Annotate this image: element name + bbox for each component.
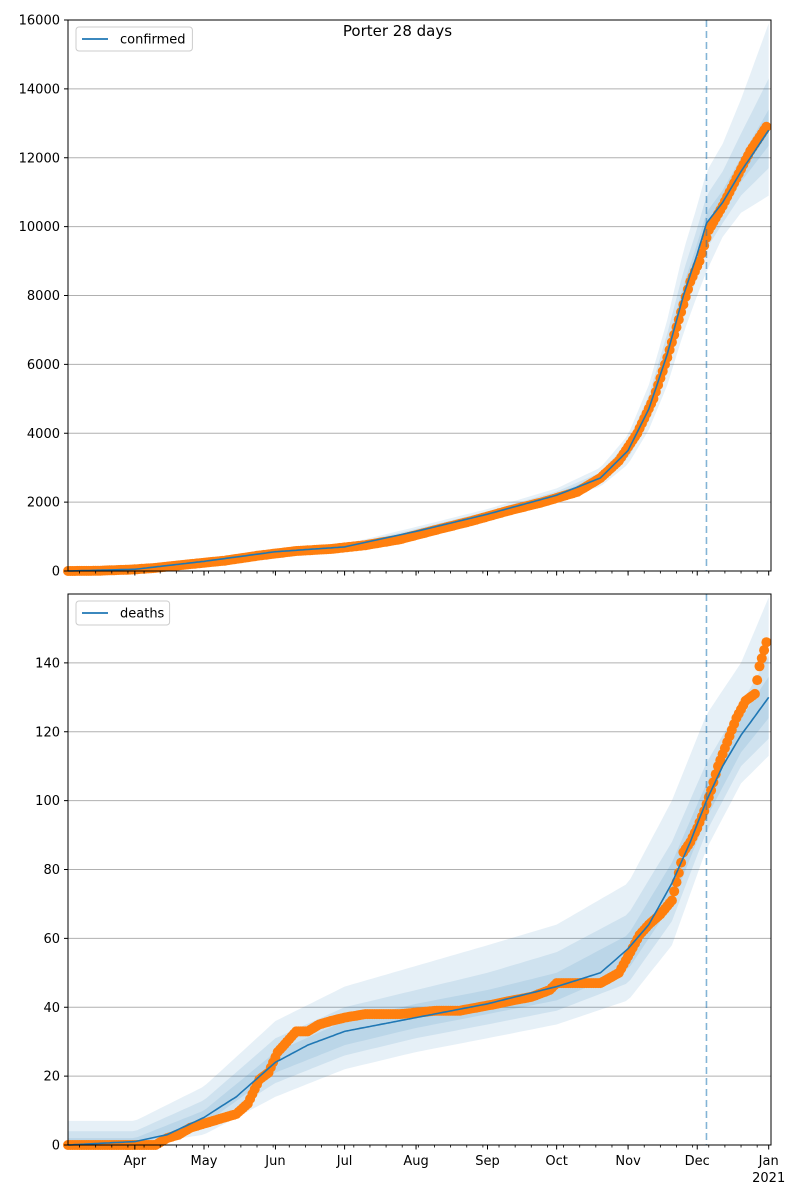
y-tick-label: 14000 bbox=[19, 82, 60, 97]
x-tick-label: Oct bbox=[545, 1154, 567, 1169]
legend-label: deaths bbox=[120, 607, 165, 622]
observed-point bbox=[752, 675, 763, 686]
x-tick-label: Apr bbox=[124, 1154, 147, 1169]
y-tick-label: 8000 bbox=[27, 289, 60, 304]
observed-point bbox=[666, 895, 677, 906]
chart-title: Porter 28 days bbox=[343, 22, 452, 40]
x-tick-label: Jul bbox=[336, 1154, 353, 1169]
deaths-panel: 0 20 40 60 80 100 120 140 Apr May Jun Jul Aug Sep Oct N… bbox=[35, 593, 785, 1186]
x-tick-label: May bbox=[191, 1154, 218, 1169]
model-line bbox=[67, 129, 770, 572]
y-tick-label: 0 bbox=[52, 565, 60, 580]
x-tick-sublabel: 2021 bbox=[752, 1171, 785, 1186]
observed-point bbox=[749, 688, 760, 699]
observed-point bbox=[673, 867, 684, 878]
uncertainty-band bbox=[68, 78, 769, 571]
x-tick-label: Nov bbox=[615, 1154, 641, 1169]
y-tick-label: 0 bbox=[52, 1139, 60, 1154]
confirmed-panel: 0 2000 4000 6000 8000 10000 12000 14000 16000 Por… bbox=[19, 14, 772, 580]
observed-points bbox=[63, 637, 772, 1150]
y-tick-label: 80 bbox=[43, 863, 60, 878]
observed-point bbox=[754, 661, 765, 672]
observed-point bbox=[759, 645, 770, 656]
observed-point bbox=[761, 121, 772, 132]
y-tick-label: 40 bbox=[43, 1001, 60, 1016]
x-tick-label: Jan bbox=[758, 1154, 779, 1169]
x-tick-label: Sep bbox=[475, 1154, 500, 1169]
legend-label: confirmed bbox=[120, 33, 186, 48]
legend: deaths bbox=[75, 600, 171, 626]
legend-box bbox=[75, 26, 193, 52]
x-tick-label: Dec bbox=[685, 1154, 710, 1169]
y-tick-label: 60 bbox=[43, 932, 60, 947]
observed-point bbox=[696, 248, 707, 259]
y-tick-label: 140 bbox=[35, 656, 60, 671]
y-tick-label: 4000 bbox=[27, 427, 60, 442]
uncertainty-band bbox=[68, 597, 769, 1145]
y-tick-label: 120 bbox=[35, 725, 60, 740]
y-tick-label: 6000 bbox=[27, 358, 60, 373]
observed-point bbox=[701, 232, 712, 243]
x-tick-label: Aug bbox=[403, 1154, 428, 1169]
observed-point bbox=[761, 637, 772, 648]
y-tick-label: 16000 bbox=[19, 14, 60, 29]
legend-box bbox=[75, 600, 171, 626]
x-tick-label: Jun bbox=[264, 1154, 285, 1169]
observed-point bbox=[694, 256, 705, 267]
y-tick-label: 12000 bbox=[19, 151, 60, 166]
observed-point bbox=[669, 886, 680, 897]
y-tick-label: 100 bbox=[35, 794, 60, 809]
uncertainty-band bbox=[68, 23, 769, 571]
legend: confirmed bbox=[75, 26, 193, 52]
observed-points bbox=[63, 121, 772, 576]
observed-point bbox=[756, 653, 767, 664]
y-tick-label: 20 bbox=[43, 1070, 60, 1085]
y-tick-label: 2000 bbox=[27, 496, 60, 511]
y-tick-label: 10000 bbox=[19, 220, 60, 235]
model-line bbox=[67, 696, 770, 1146]
